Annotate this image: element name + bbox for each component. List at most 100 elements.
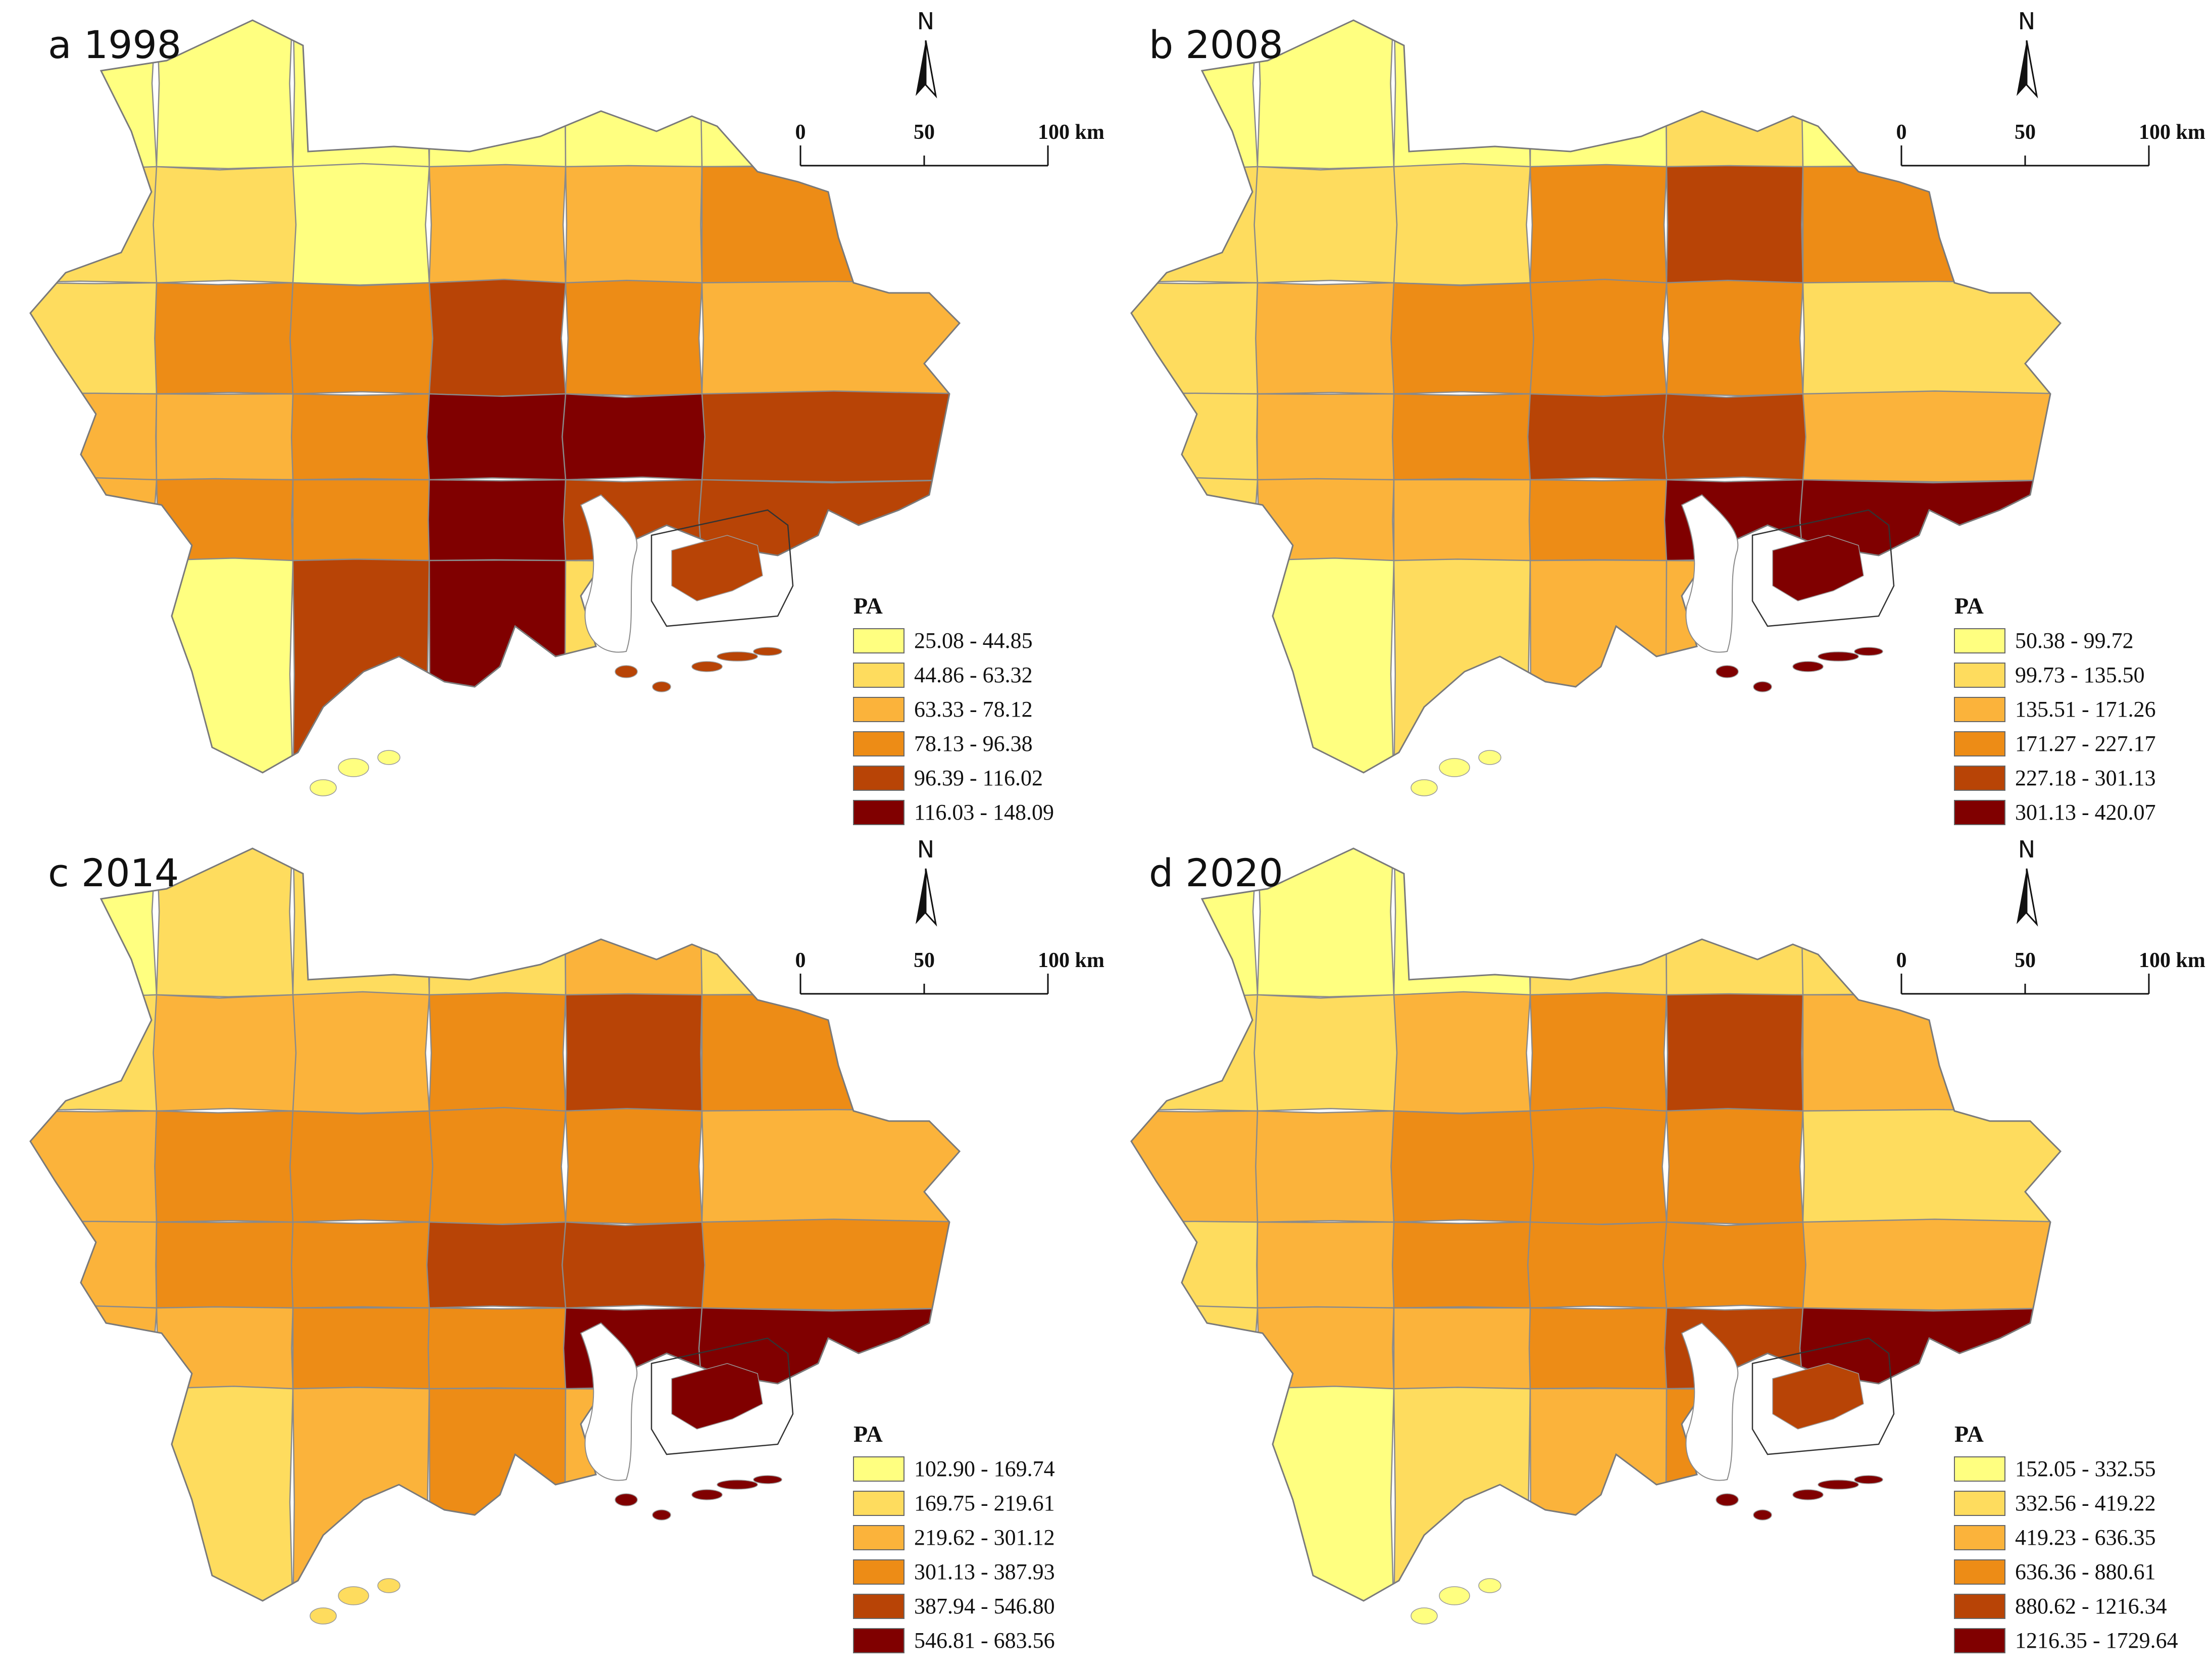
district-region — [564, 848, 703, 996]
offshore-island — [652, 681, 671, 692]
district-region — [1255, 282, 1397, 395]
district-region — [292, 163, 430, 286]
offshore-island — [1792, 1489, 1824, 1500]
district-region — [565, 279, 703, 396]
district-layer — [30, 848, 960, 1601]
district-region — [1666, 279, 1804, 396]
estuary-water — [1681, 1322, 1739, 1481]
district-region — [1666, 993, 1804, 1112]
legend-swatch — [1954, 1559, 2005, 1585]
map-panel: a 1998 N 0 50 100 km PA 25.08 - 44.85 44.86 - 6… — [29, 8, 1104, 825]
district-region — [561, 393, 707, 481]
hong-kong-boundary — [650, 1337, 794, 1455]
district-region — [1256, 557, 1395, 773]
map-panel: d 2020 N 0 50 100 km PA 152.05 - 332.55 332.56 … — [1130, 836, 2205, 1653]
district-region — [1393, 1307, 1531, 1390]
legend-label: 1216.35 - 1729.64 — [2015, 1628, 2178, 1653]
district-region — [290, 393, 432, 481]
panel-title: d 2020 — [1149, 850, 1283, 895]
legend-title: PA — [1954, 593, 1984, 619]
offshore-island — [1439, 758, 1470, 777]
hong-kong-land — [1772, 1363, 1864, 1430]
district-region — [30, 994, 160, 1112]
scale-bar: 0 50 100 km — [1896, 949, 2205, 995]
scale-bar: 0 50 100 km — [795, 121, 1104, 167]
offshore-island — [1818, 651, 1859, 662]
legend-label: 219.62 - 301.12 — [914, 1525, 1055, 1550]
legend: PA 102.90 - 169.74 169.75 - 219.61 219.62 -… — [853, 1421, 1055, 1653]
legend-swatch — [1954, 1491, 2005, 1516]
district-region — [565, 165, 703, 284]
scale-tick-label: 50 — [914, 949, 935, 972]
district-region — [30, 477, 158, 563]
offshore-island — [717, 651, 758, 662]
legend-label: 44.86 - 63.32 — [914, 663, 1033, 687]
district-region — [290, 1221, 432, 1309]
district-region — [1393, 991, 1531, 1114]
estuary-water — [1681, 494, 1739, 653]
district-region — [292, 20, 430, 169]
district-region — [1256, 1385, 1395, 1601]
district-region — [30, 556, 158, 773]
offshore-island — [1753, 681, 1772, 692]
legend-label: 332.56 - 419.22 — [2015, 1491, 2156, 1515]
district-region — [1256, 393, 1395, 481]
district-region — [1393, 20, 1531, 169]
district-region — [1662, 393, 1808, 481]
district-region — [701, 1219, 960, 1311]
district-region — [1802, 1219, 2060, 1311]
district-region — [561, 1221, 707, 1309]
north-label: N — [2018, 8, 2035, 35]
legend-swatch — [853, 1525, 904, 1550]
offshore-island — [753, 1475, 782, 1484]
legend-label: 116.03 - 148.09 — [914, 800, 1054, 825]
district-region — [1255, 1110, 1397, 1223]
legend-swatch — [853, 697, 904, 722]
district-region — [426, 393, 570, 481]
legend-swatch — [1954, 628, 2005, 653]
district-region — [428, 278, 567, 397]
district-region — [1529, 992, 1668, 1113]
district-region — [1256, 1221, 1395, 1309]
legend-swatch — [1954, 1628, 2005, 1653]
district-region — [153, 166, 298, 284]
scale-tick-label: 100 km — [1038, 949, 1104, 972]
district-region — [1802, 390, 2060, 483]
district-region — [1665, 848, 1804, 996]
district-region — [156, 557, 294, 773]
district-region — [1393, 848, 1531, 997]
estuary-water — [580, 494, 638, 653]
legend: PA 50.38 - 99.72 99.73 - 135.50 135.51 - 17… — [1954, 593, 2156, 825]
legend-swatch — [853, 1559, 904, 1585]
offshore-island — [377, 1578, 400, 1593]
map-panel: c 2014 N 0 50 100 km PA 102.90 - 169.74 169.75 … — [29, 836, 1104, 1653]
district-region — [1529, 848, 1668, 996]
district-region — [289, 282, 434, 395]
offshore-island — [310, 1607, 337, 1625]
hong-kong-land — [671, 535, 763, 601]
legend-swatch — [853, 1594, 904, 1619]
north-arrow-icon: N — [2017, 8, 2038, 98]
district-region — [1666, 1107, 1804, 1225]
scale-bar: 0 50 100 km — [795, 949, 1104, 995]
legend-swatch — [853, 1456, 904, 1482]
district-region — [1390, 1110, 1535, 1223]
hong-kong-boundary — [1751, 509, 1895, 627]
offshore-island — [338, 758, 369, 777]
district-region — [1529, 559, 1668, 773]
offshore-island — [615, 665, 638, 678]
legend-title: PA — [853, 593, 883, 619]
legend-label: 227.18 - 301.13 — [2015, 766, 2156, 790]
district-region — [289, 1110, 434, 1223]
offshore-island — [691, 661, 723, 672]
panel-title: a 1998 — [48, 22, 181, 67]
scale-tick-label: 50 — [2015, 949, 2036, 972]
district-region — [156, 1385, 294, 1601]
north-arrow-icon: N — [916, 8, 937, 98]
offshore-island — [1792, 661, 1824, 672]
offshore-island — [1439, 1586, 1470, 1605]
legend-label: 636.36 - 880.61 — [2015, 1559, 2156, 1584]
district-region — [1529, 1387, 1668, 1601]
district-region — [426, 1221, 570, 1309]
